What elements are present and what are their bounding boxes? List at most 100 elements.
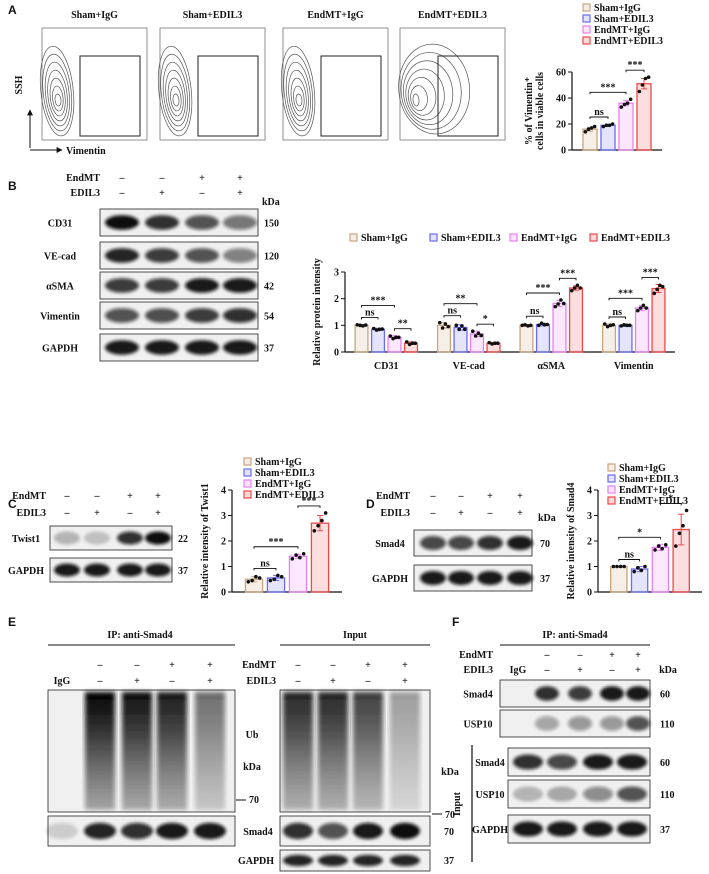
- row-label: Vimentin: [40, 312, 80, 323]
- contour: [172, 93, 180, 107]
- condition-sign: +: [127, 491, 133, 502]
- flow-x-axis: Vimentin: [66, 146, 106, 157]
- condition-sign: +: [207, 660, 213, 671]
- data-point: [656, 544, 661, 548]
- data-point: [323, 511, 328, 515]
- condition-sign: +: [199, 173, 205, 184]
- error-bar: [317, 515, 323, 532]
- bar: [453, 326, 468, 353]
- condition-sign: –: [169, 676, 176, 687]
- band: [105, 215, 139, 230]
- kda-label: 37: [264, 344, 274, 355]
- data-point: [545, 322, 550, 327]
- kda-header: kDa: [659, 665, 677, 676]
- significance-bracket: [253, 546, 299, 549]
- condition-sign: –: [365, 676, 372, 687]
- condition-sign: +: [237, 188, 243, 199]
- condition-label: EDIL3: [464, 665, 493, 676]
- bar: [310, 522, 330, 593]
- condition-label: EndMT: [459, 650, 493, 661]
- data-point: [589, 126, 594, 130]
- band: [185, 278, 219, 293]
- legend-swatch: [582, 36, 591, 45]
- band: [185, 248, 219, 263]
- band: [568, 716, 592, 731]
- ub-label: Ub: [246, 730, 259, 741]
- data-point: [625, 101, 630, 105]
- legend-label: EndMT+IgG: [521, 233, 577, 244]
- data-point: [301, 551, 306, 556]
- band: [283, 854, 313, 867]
- legend-label: EndMT+IgG: [594, 25, 650, 36]
- data-point: [254, 574, 258, 579]
- contour: [407, 77, 437, 116]
- lane-label: IgG: [510, 665, 527, 676]
- y-tick-label: 2: [587, 537, 592, 548]
- bar: [519, 324, 534, 353]
- condition-sign: +: [517, 491, 523, 502]
- flow-title: Sham+IgG: [71, 10, 118, 21]
- significance-label: *: [637, 527, 642, 538]
- condition-sign: –: [577, 650, 584, 661]
- bar: [354, 324, 369, 353]
- band: [583, 754, 613, 770]
- y-tick-label: 20: [556, 120, 566, 131]
- condition-sign: –: [64, 491, 71, 502]
- significance-bracket: [361, 305, 395, 308]
- data-point: [660, 546, 664, 551]
- condition-label: EndMT: [12, 491, 46, 502]
- contour: [405, 68, 445, 121]
- data-point: [641, 303, 646, 308]
- panel-label: F: [452, 615, 459, 629]
- row-label: USP10: [464, 720, 493, 731]
- significance-label: ns: [613, 307, 623, 318]
- condition-sign: –: [97, 660, 104, 671]
- significance-label: ns: [594, 107, 604, 118]
- flow-plot-frame: [41, 27, 148, 141]
- band: [626, 686, 650, 701]
- condition-label: EndMT: [242, 660, 276, 671]
- flow-plot-frame: [399, 27, 506, 141]
- bar: [552, 302, 567, 353]
- contour: [288, 69, 309, 122]
- bar: [651, 287, 666, 353]
- input-title: Input: [452, 791, 463, 816]
- data-point: [586, 127, 591, 131]
- condition-sign: –: [127, 508, 134, 519]
- band: [547, 754, 577, 770]
- condition-sign: –: [64, 508, 71, 519]
- legend-swatch: [582, 14, 591, 23]
- data-point: [660, 284, 665, 289]
- significance-bracket: [608, 297, 643, 301]
- band: [535, 686, 559, 701]
- row-label: GAPDH: [372, 574, 408, 585]
- data-point: [619, 105, 624, 109]
- significance-label: ***: [371, 296, 386, 307]
- legend-label: Sham+IgG: [255, 457, 302, 468]
- data-point: [622, 323, 626, 327]
- band: [84, 563, 110, 577]
- smear: [157, 692, 187, 810]
- kda-label: 110: [660, 720, 674, 731]
- contour: [167, 77, 184, 117]
- data-point: [476, 331, 481, 336]
- y-tick-label: 1: [334, 321, 339, 332]
- contour: [410, 85, 428, 111]
- flow-title: Sham+EDIL3: [183, 10, 243, 21]
- y-tick-label: 0: [334, 348, 339, 359]
- contour: [47, 69, 68, 122]
- y-tick-label: 40: [556, 94, 566, 105]
- legend-swatch: [349, 233, 358, 242]
- condition-sign: +: [635, 650, 641, 661]
- data-point: [643, 564, 647, 569]
- contour: [280, 45, 316, 137]
- bar: [634, 307, 650, 353]
- band: [145, 563, 171, 577]
- smear: [195, 692, 225, 810]
- kda-header: kDa: [262, 197, 280, 208]
- condition-sign: +: [207, 676, 213, 687]
- bar: [288, 555, 308, 593]
- data-point: [542, 323, 547, 327]
- legend-label: Sham+EDIL3: [255, 468, 315, 479]
